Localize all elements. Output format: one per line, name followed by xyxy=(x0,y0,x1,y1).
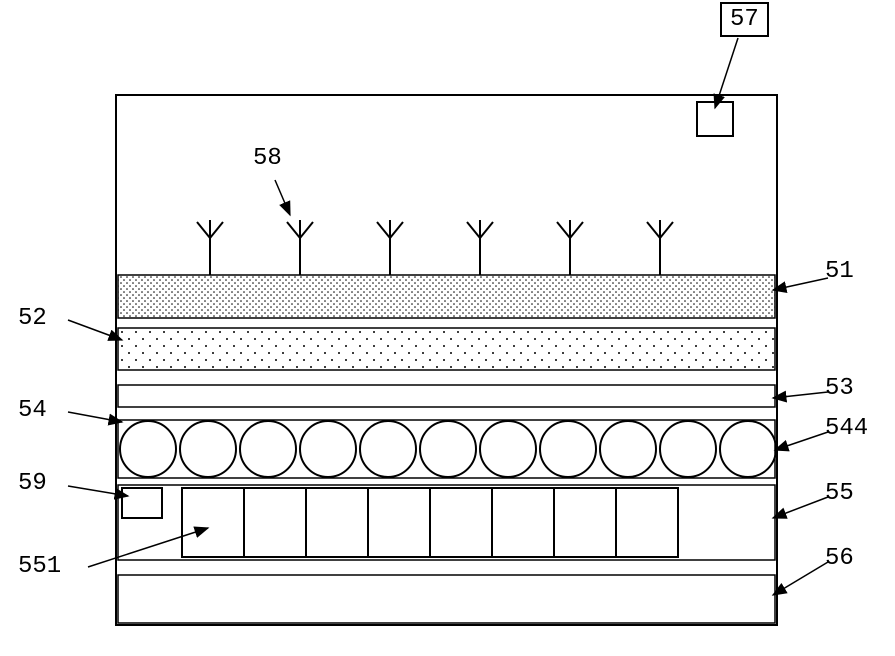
small-box-59 xyxy=(122,488,162,518)
layer-55 xyxy=(118,485,775,560)
label-53: 53 xyxy=(825,375,854,402)
label-55: 55 xyxy=(825,480,854,507)
diagram-container: 57 58 51 52 53 54 544 59 55 551 56 xyxy=(0,0,895,656)
layer-51 xyxy=(118,275,775,318)
circles-544 xyxy=(120,421,776,477)
label-52: 52 xyxy=(18,305,47,332)
layer-52 xyxy=(118,328,775,370)
label-57: 57 xyxy=(720,2,769,37)
diagram-svg xyxy=(0,0,895,656)
label-544: 544 xyxy=(825,415,868,442)
label-551: 551 xyxy=(18,553,61,580)
plants xyxy=(197,220,673,275)
layer-53 xyxy=(118,385,775,407)
label-56: 56 xyxy=(825,545,854,572)
rects-551 xyxy=(182,488,678,557)
label-51: 51 xyxy=(825,258,854,285)
label-59: 59 xyxy=(18,470,47,497)
label-58: 58 xyxy=(253,145,282,172)
layer-56 xyxy=(118,575,775,623)
layer-54 xyxy=(118,420,775,478)
label-54: 54 xyxy=(18,397,47,424)
